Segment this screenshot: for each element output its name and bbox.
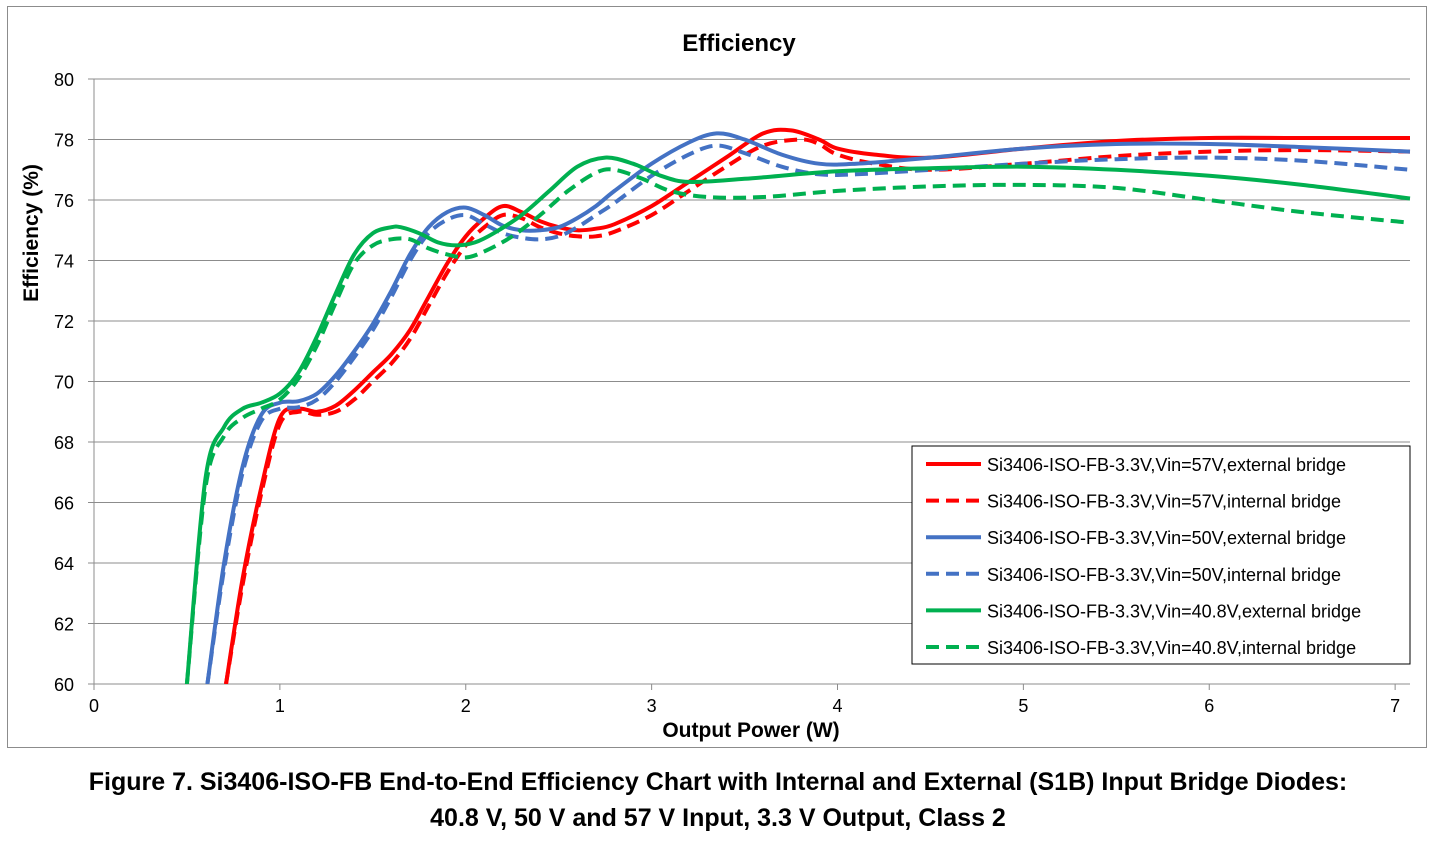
legend-label-3: Si3406-ISO-FB-3.3V,Vin=50V,external brid… (987, 528, 1346, 548)
y-tick-label-68: 68 (54, 433, 74, 453)
y-tick-label-64: 64 (54, 554, 74, 574)
legend: Si3406-ISO-FB-3.3V,Vin=57V,external brid… (911, 445, 1411, 665)
efficiency-chart: Efficiency Efficiency (%) Output Power (… (20, 30, 1411, 742)
x-tick-label-2: 2 (461, 696, 471, 716)
x-tick-label-0: 0 (89, 696, 99, 716)
y-tick-label-72: 72 (54, 312, 74, 332)
y-axis-label: Efficiency (%) (20, 164, 43, 302)
series-line-5 (184, 155, 1411, 684)
y-tick-label-74: 74 (54, 252, 74, 272)
series-line-6 (184, 167, 1411, 684)
x-tick-label-5: 5 (1018, 696, 1028, 716)
y-tick-label-60: 60 (54, 675, 74, 695)
y-tick-label-62: 62 (54, 615, 74, 635)
legend-box (911, 445, 1411, 665)
legend-label-6: Si3406-ISO-FB-3.3V,Vin=40.8V,internal br… (987, 638, 1356, 658)
axes: 60 62 64 66 68 70 72 74 76 78 80 0 1 2 3 4 5 6 7 (54, 70, 1410, 716)
x-axis-label: Output Power (W) (662, 719, 839, 742)
legend-label-1: Si3406-ISO-FB-3.3V,Vin=57V,external brid… (987, 455, 1346, 475)
x-tick-label-3: 3 (647, 696, 657, 716)
x-tick-label-7: 7 (1390, 696, 1400, 716)
series-line-4 (205, 143, 1411, 684)
y-tick-label-70: 70 (54, 373, 74, 393)
chart-title: Efficiency (682, 30, 796, 57)
x-tick-label-4: 4 (832, 696, 842, 716)
legend-label-5: Si3406-ISO-FB-3.3V,Vin=40.8V,external br… (987, 601, 1361, 621)
x-tick-label-1: 1 (275, 696, 285, 716)
figure-caption-line-1: Figure 7. Si3406-ISO-FB End-to-End Effic… (88, 768, 1348, 796)
y-tick-label-78: 78 (54, 131, 74, 151)
y-tick-label-76: 76 (54, 191, 74, 211)
y-tick-label-66: 66 (54, 494, 74, 514)
figure-caption-line-2: 40.8 V, 50 V and 57 V Input, 3.3 V Outpu… (430, 804, 1006, 832)
series-lines (184, 127, 1411, 684)
legend-label-4: Si3406-ISO-FB-3.3V,Vin=50V,internal brid… (987, 565, 1341, 585)
series-line-3 (205, 131, 1411, 684)
y-tick-label-80: 80 (54, 70, 74, 90)
legend-label-2: Si3406-ISO-FB-3.3V,Vin=57V,internal brid… (987, 492, 1341, 512)
x-tick-label-6: 6 (1204, 696, 1214, 716)
